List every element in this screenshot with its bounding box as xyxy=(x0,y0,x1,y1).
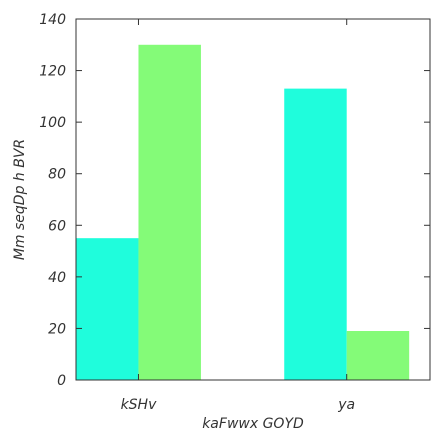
bar-series-2-kSHv xyxy=(138,44,201,381)
bars-layer xyxy=(76,44,410,381)
y-tick-label-140: 140 xyxy=(39,12,66,28)
y-tick-label-40: 40 xyxy=(48,270,66,286)
x-axis-label: kaFwwx GOYD xyxy=(202,416,304,432)
bar-series-1-kSHv xyxy=(76,238,139,380)
y-tick-label-20: 20 xyxy=(48,321,66,337)
plot-frame xyxy=(75,18,431,381)
bar-series-2-ya xyxy=(346,331,410,380)
y-axis-label: Mm seqDp h BVR xyxy=(12,139,28,260)
y-tick-label-120: 120 xyxy=(39,64,66,80)
y-tick-label-0: 0 xyxy=(57,373,66,389)
y-tick-label-80: 80 xyxy=(48,167,66,183)
x-tick-label-ya: ya xyxy=(337,397,355,413)
x-tick-label-kSHv: kSHv xyxy=(121,397,158,413)
ticks-layer: 0 20 40 60 80 100 120 140 kSHv ya xyxy=(39,12,430,413)
y-tick-label-100: 100 xyxy=(39,115,66,131)
bar-series-1-ya xyxy=(284,88,347,380)
y-tick-label-60: 60 xyxy=(48,218,66,234)
